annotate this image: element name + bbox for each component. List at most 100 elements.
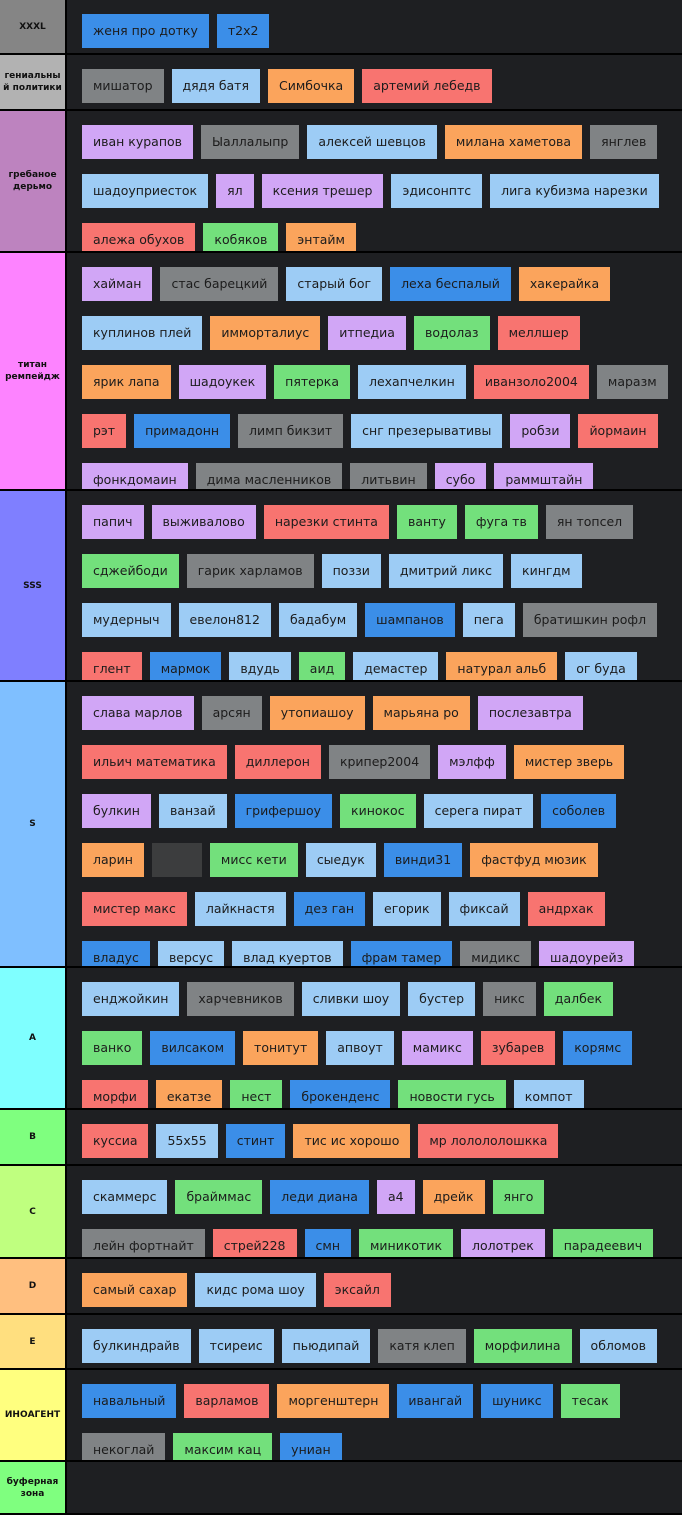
tier-item-card[interactable]: бадабум [278, 603, 358, 637]
tier-item-card[interactable]: эдисонптс [391, 174, 483, 208]
tier-item-card[interactable]: морфилина [473, 1329, 572, 1363]
tier-item-card[interactable]: раммштайн [494, 463, 594, 489]
tier-item-card[interactable]: никс [483, 982, 536, 1016]
tier-label[interactable]: ИНОАГЕНТ [0, 1370, 67, 1460]
tier-item-card[interactable]: шадоуприесток [82, 174, 209, 208]
tier-item-card[interactable]: робзи [510, 414, 571, 448]
tier-item-card[interactable]: шадоукек [178, 365, 267, 399]
tier-item-card[interactable]: мармок [149, 652, 222, 680]
tier-item-card[interactable]: евелон812 [178, 603, 271, 637]
tier-item-card[interactable]: старый бог [286, 267, 383, 301]
tier-item-card[interactable]: аид [298, 652, 346, 680]
tier-item-card[interactable]: ванко [82, 1031, 143, 1065]
tier-label[interactable]: S [0, 682, 67, 966]
tier-item-card[interactable]: йормаин [578, 414, 658, 448]
tier-item-card[interactable]: мистер макс [82, 892, 187, 926]
tier-item-card[interactable]: фуга тв [464, 505, 538, 539]
tier-item-card[interactable]: демастер [353, 652, 439, 680]
tier-item-card[interactable]: утопиашоу [269, 696, 365, 730]
tier-item-card[interactable]: Ыаллалыпр [201, 125, 300, 159]
tier-item-card[interactable]: мишатор [82, 69, 164, 103]
tier-items-dropzone[interactable]: женя про дотку т2х2 [67, 0, 682, 53]
tier-items-dropzone[interactable]: енджойкин харчевников сливки шоу бустер никс… [67, 968, 682, 1108]
tier-item-card[interactable]: тсиреис [198, 1329, 274, 1363]
tier-item-card[interactable]: нест [230, 1080, 283, 1108]
tier-item-card[interactable]: субо [434, 463, 487, 489]
tier-label[interactable]: E [0, 1315, 67, 1368]
tier-label[interactable]: гребаное дерьмо [0, 111, 67, 251]
tier-item-card[interactable]: катя клеп [378, 1329, 466, 1363]
tier-item-card[interactable]: лехапчелкин [357, 365, 466, 399]
tier-item-card[interactable]: мр лолололошкка [418, 1124, 559, 1158]
tier-item-card[interactable]: марьяна ро [372, 696, 470, 730]
tier-item-card[interactable]: ог буда [565, 652, 637, 680]
tier-item-card[interactable]: шампанов [365, 603, 455, 637]
tier-item-card[interactable]: ян топсел [545, 505, 634, 539]
tier-item-card[interactable]: артемий лебедв [362, 69, 492, 103]
tier-item-card[interactable]: рэт [82, 414, 127, 448]
tier-item-card[interactable]: корямс [563, 1031, 633, 1065]
tier-item-card[interactable]: тесак [560, 1384, 620, 1418]
tier-item-card[interactable]: дрейк [422, 1180, 485, 1214]
tier-item-card[interactable]: мидикс [460, 941, 532, 966]
tier-item-card[interactable]: новости гусь [398, 1080, 506, 1108]
tier-item-card[interactable]: а4 [376, 1180, 415, 1214]
tier-label[interactable]: B [0, 1110, 67, 1164]
tier-item-card[interactable]: морфи [82, 1080, 148, 1108]
tier-item-card[interactable]: Симбочка [267, 69, 355, 103]
tier-item-card[interactable]: серега пират [423, 794, 534, 828]
tier-items-dropzone[interactable]: папич выживалово нарезки стинта ванту фуга т… [67, 491, 682, 680]
tier-item-card[interactable]: милана хаметова [444, 125, 583, 159]
tier-label[interactable]: буферная зона [0, 1462, 67, 1513]
tier-item-card[interactable]: парадеевич [552, 1229, 654, 1257]
tier-item-card[interactable]: энтайм [286, 223, 356, 251]
tier-item-card[interactable] [151, 843, 202, 877]
tier-item-card[interactable]: нарезки стинта [263, 505, 389, 539]
tier-item-card[interactable]: куссиа [82, 1124, 149, 1158]
tier-item-card[interactable]: арсян [201, 696, 262, 730]
tier-item-card[interactable]: енджойкин [82, 982, 180, 1016]
tier-item-card[interactable]: ильич математика [82, 745, 227, 779]
tier-item-card[interactable]: хайман [82, 267, 153, 301]
tier-label[interactable]: SSS [0, 491, 67, 680]
tier-item-card[interactable]: далбек [543, 982, 614, 1016]
tier-item-card[interactable]: навальный [82, 1384, 177, 1418]
tier-item-card[interactable]: харчевников [187, 982, 294, 1016]
tier-item-card[interactable]: имморталиус [210, 316, 321, 350]
tier-item-card[interactable]: хакерайка [518, 267, 611, 301]
tier-item-card[interactable]: пега [462, 603, 515, 637]
tier-item-card[interactable]: примадонн [134, 414, 231, 448]
tier-item-card[interactable]: кидс рома шоу [195, 1273, 316, 1307]
tier-item-card[interactable]: поззи [321, 554, 381, 588]
tier-item-card[interactable]: фастфуд мюзик [470, 843, 598, 877]
tier-items-dropzone[interactable]: хайман стас барецкий старый бог леха беспал… [67, 253, 682, 489]
tier-item-card[interactable]: ванту [396, 505, 457, 539]
tier-item-card[interactable]: иван курапов [82, 125, 194, 159]
tier-items-dropzone[interactable]: иван курапов Ыаллалыпр алексей шевцов милан… [67, 111, 682, 251]
tier-item-card[interactable]: натурал альб [446, 652, 558, 680]
tier-item-card[interactable]: ларин [82, 843, 144, 877]
tier-item-card[interactable]: куплинов плей [82, 316, 203, 350]
tier-label[interactable]: D [0, 1259, 67, 1313]
tier-item-card[interactable]: эксайл [323, 1273, 391, 1307]
tier-item-card[interactable]: некоглай [82, 1433, 166, 1460]
tier-item-card[interactable]: фонкдомаин [82, 463, 188, 489]
tier-item-card[interactable]: андрхак [527, 892, 605, 926]
tier-item-card[interactable]: мудерныч [82, 603, 171, 637]
tier-item-card[interactable]: крипер2004 [328, 745, 431, 779]
tier-item-card[interactable]: шуникс [481, 1384, 553, 1418]
tier-item-card[interactable]: дядя батя [171, 69, 260, 103]
tier-item-card[interactable]: лига кубизма нарезки [490, 174, 659, 208]
tier-item-card[interactable]: стинт [225, 1124, 286, 1158]
tier-item-card[interactable]: маразм [596, 365, 668, 399]
tier-item-card[interactable]: пьюдипай [281, 1329, 371, 1363]
tier-item-card[interactable]: брокенденс [290, 1080, 391, 1108]
tier-item-card[interactable]: брайммас [175, 1180, 263, 1214]
tier-item-card[interactable]: стас барецкий [160, 267, 279, 301]
tier-item-card[interactable]: мисс кети [209, 843, 298, 877]
tier-item-card[interactable]: зубарев [480, 1031, 556, 1065]
tier-item-card[interactable]: обломов [579, 1329, 657, 1363]
tier-item-card[interactable]: миникотик [359, 1229, 454, 1257]
tier-item-card[interactable]: сливки шоу [301, 982, 401, 1016]
tier-item-card[interactable]: лайкнастя [194, 892, 286, 926]
